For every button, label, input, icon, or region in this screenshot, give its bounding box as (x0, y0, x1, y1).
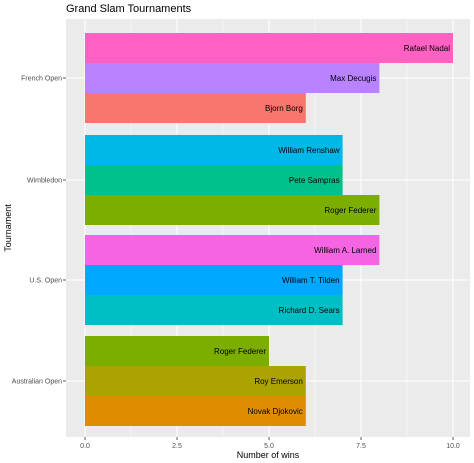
bar-label: Roger Federer (324, 206, 376, 215)
x-axis-title: Number of wins (237, 450, 300, 460)
bar (85, 93, 306, 123)
bar (85, 165, 343, 195)
y-tick-label: French Open (21, 76, 62, 83)
bars-layer (85, 33, 453, 426)
bar (85, 396, 306, 426)
x-tick-label: 5.0 (264, 443, 274, 450)
bar-label: Bjorn Borg (265, 104, 303, 113)
bar-label: Novak Djokovic (248, 407, 303, 416)
bar-label: William T. Tilden (282, 276, 340, 285)
bar-label: Rafael Nadal (404, 44, 450, 53)
bar (85, 235, 380, 265)
bar (85, 195, 380, 225)
bar-label: Max Decugis (330, 74, 376, 83)
bar (85, 336, 269, 366)
y-tick-label: U.S. Open (29, 278, 62, 285)
y-axis-title: Tournament (3, 204, 13, 252)
bar-label: William Renshaw (278, 146, 340, 155)
bar-label: William A. Larned (314, 246, 376, 255)
bar-label: Pete Sampras (289, 176, 340, 185)
bar (85, 63, 380, 93)
x-tick-label: 10.0 (446, 443, 460, 450)
x-tick-label: 0.0 (80, 443, 90, 450)
y-axis: French Open Wimbledon U.S. Open Australian … (12, 76, 66, 386)
y-tick-label: Australian Open (12, 379, 62, 386)
bar (85, 366, 306, 396)
bar-label: Richard D. Sears (279, 306, 340, 315)
bar-label: Roy Emerson (254, 377, 302, 386)
x-tick-label: 7.5 (356, 443, 366, 450)
bar (85, 33, 453, 63)
bar-labels-layer: Rafael Nadal Max Decugis Bjorn Borg William… (214, 44, 450, 416)
x-tick-label: 2.5 (172, 443, 182, 450)
bar (85, 265, 343, 295)
bar-label: Roger Federer (214, 347, 266, 356)
x-axis: 0.0 2.5 5.0 7.5 10.0 (80, 437, 460, 450)
bar (85, 295, 343, 325)
y-tick-label: Wimbledon (27, 178, 62, 185)
chart-title: Grand Slam Tournaments (66, 3, 192, 15)
bar (85, 135, 343, 165)
